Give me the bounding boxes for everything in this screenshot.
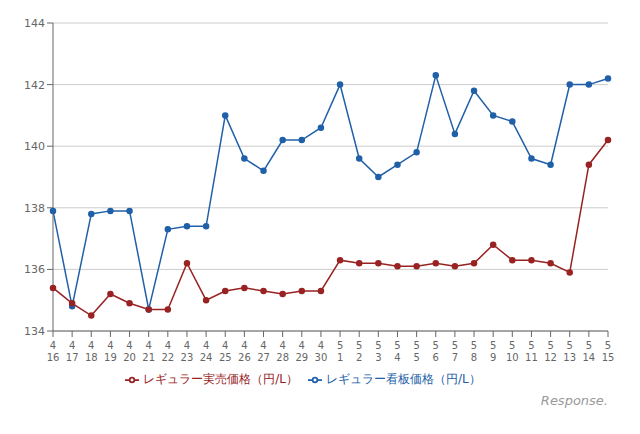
svg-text:420: 420 <box>123 340 136 363</box>
svg-text:513: 513 <box>563 340 576 363</box>
svg-text:421: 421 <box>142 340 155 363</box>
svg-text:140: 140 <box>24 140 45 153</box>
svg-text:425: 425 <box>219 340 232 363</box>
svg-text:422: 422 <box>161 340 174 363</box>
svg-text:423: 423 <box>181 340 194 363</box>
svg-text:53: 53 <box>375 340 381 363</box>
svg-text:416: 416 <box>47 340 60 363</box>
svg-text:59: 59 <box>490 340 496 363</box>
svg-text:424: 424 <box>200 340 213 363</box>
svg-text:57: 57 <box>452 340 458 363</box>
svg-text:55: 55 <box>413 340 419 363</box>
svg-text:56: 56 <box>433 340 439 363</box>
svg-text:418: 418 <box>85 340 98 363</box>
svg-text:52: 52 <box>356 340 362 363</box>
svg-text:51: 51 <box>337 340 343 363</box>
svg-text:134: 134 <box>24 325 45 338</box>
html-text:レギュラー看板価格（円/L）: レギュラー看板価格（円/L） <box>326 372 481 386</box>
svg-text:54: 54 <box>394 340 400 363</box>
svg-text:429: 429 <box>295 340 308 363</box>
svg-text:426: 426 <box>238 340 251 363</box>
svg-text:142: 142 <box>24 79 45 92</box>
svg-text:417: 417 <box>66 340 79 363</box>
svg-text:514: 514 <box>582 340 595 363</box>
svg-text:136: 136 <box>24 263 45 276</box>
svg-text:138: 138 <box>24 202 45 215</box>
svg-text:430: 430 <box>315 340 328 363</box>
html-text:Response.: Response. <box>540 393 608 408</box>
svg-text:428: 428 <box>276 340 289 363</box>
html-text:レギュラー実売価格（円/L）: レギュラー実売価格（円/L） <box>143 372 298 386</box>
svg-text:511: 511 <box>525 340 538 363</box>
svg-text:144: 144 <box>24 17 45 30</box>
svg-text:427: 427 <box>257 340 270 363</box>
svg-text:58: 58 <box>471 340 477 363</box>
svg-text:512: 512 <box>544 340 557 363</box>
svg-text:515: 515 <box>602 340 615 363</box>
svg-text:510: 510 <box>506 340 519 363</box>
svg-text:419: 419 <box>104 340 117 363</box>
